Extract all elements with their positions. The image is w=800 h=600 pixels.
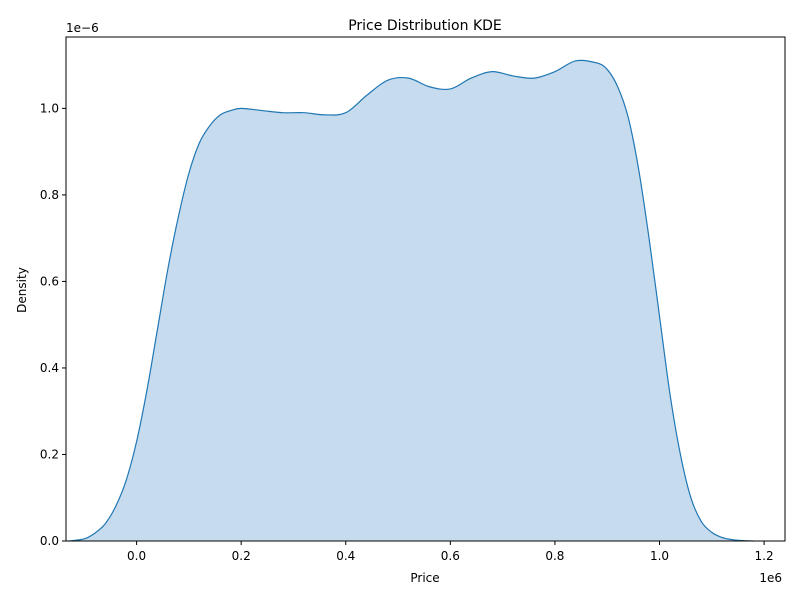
x-tick-label: 1.2 (755, 549, 774, 563)
x-axis-ticks: 0.0 0.2 0.4 0.6 0.8 1.0 1.2 (127, 541, 774, 563)
chart-title: Price Distribution KDE (348, 18, 502, 34)
y-tick-label: 0.4 (40, 361, 59, 375)
x-axis-label: Price (410, 571, 439, 585)
y-tick-label: 1.0 (40, 101, 59, 115)
x-tick-label: 0.6 (441, 549, 460, 563)
plot-frame (65, 36, 786, 542)
y-tick-label: 0.2 (40, 447, 59, 461)
x-tick-label: 0.2 (232, 549, 251, 563)
y-axis-label: Density (15, 267, 29, 313)
plot-area (65, 36, 786, 542)
density-area-fill (68, 60, 754, 542)
density-line (68, 59, 754, 542)
y-axis-offset-text: 1e−6 (66, 21, 99, 35)
y-tick-label: 0.0 (40, 534, 59, 548)
y-tick-label: 0.8 (40, 188, 59, 202)
y-axis-ticks: 0.0 0.2 0.4 0.6 0.8 1.0 (40, 101, 66, 548)
x-tick-label: 0.4 (336, 549, 355, 563)
x-axis-offset-text: 1e6 (759, 571, 782, 585)
x-tick-label: 0.0 (127, 549, 146, 563)
y-tick-label: 0.6 (40, 274, 59, 288)
x-tick-label: 0.8 (545, 549, 564, 563)
x-tick-label: 1.0 (650, 549, 669, 563)
